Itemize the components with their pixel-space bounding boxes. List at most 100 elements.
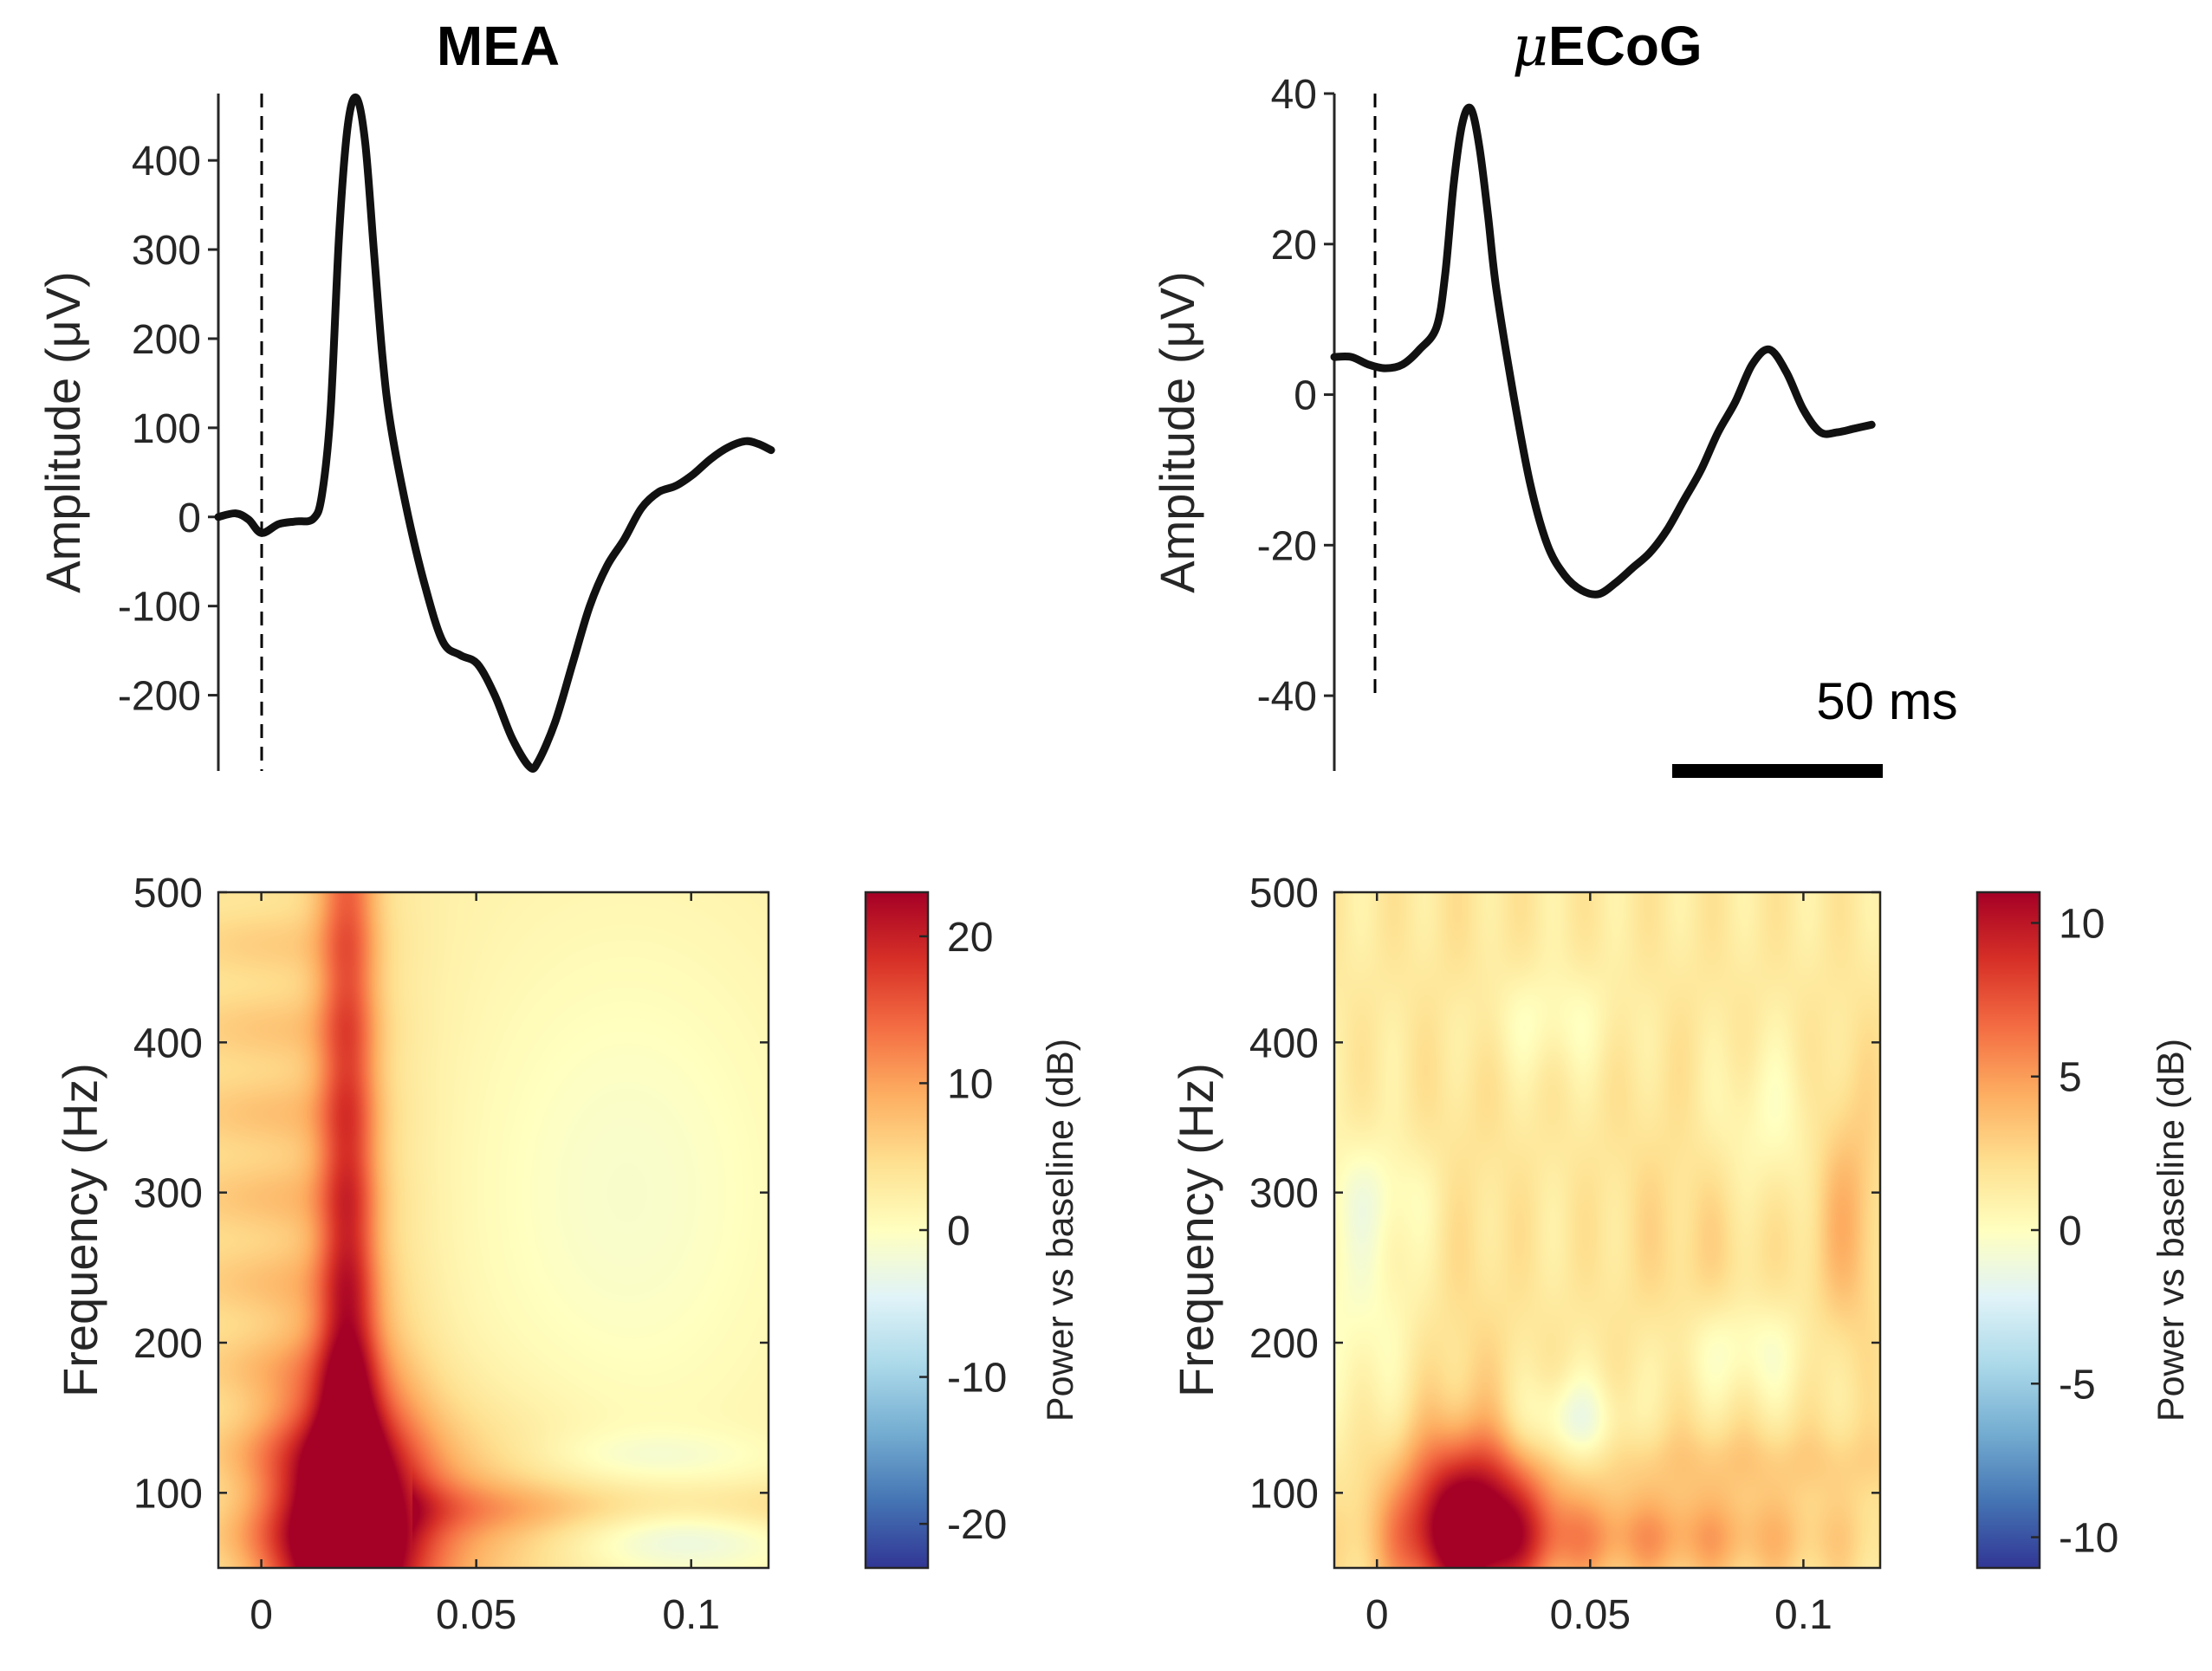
uecog-colorbar-ticks: 10 5 0 -5 -10: [2031, 901, 2118, 1562]
colorbar-tick-label: 0: [2059, 1208, 2082, 1254]
mea-y-label: Amplitude (μV): [36, 271, 90, 593]
trace-point: [311, 516, 316, 521]
trace-point: [1784, 369, 1789, 374]
trace-point: [1631, 565, 1636, 570]
trace-point: [1767, 347, 1772, 352]
trace-point: [1365, 362, 1371, 367]
trace-point: [1528, 483, 1533, 488]
colorbar-tick-label: -20: [947, 1502, 1007, 1548]
trace-point: [639, 505, 644, 510]
trace-point: [1698, 467, 1703, 472]
scale-bar: [1672, 764, 1883, 778]
trace-point: [1476, 144, 1482, 149]
trace-point: [622, 536, 627, 541]
trace-point: [1579, 587, 1584, 593]
trace-point: [1613, 580, 1618, 586]
mea-y-ticks: 400 300 200 100 0 -100 -200: [118, 139, 218, 720]
trace-point: [1852, 426, 1857, 431]
colorbar-tick-label: -10: [2059, 1516, 2118, 1562]
y-tick-label: 400: [133, 1020, 203, 1066]
trace-point: [1545, 542, 1550, 547]
y-tick-label: 300: [132, 228, 201, 274]
trace-point: [769, 448, 774, 453]
y-tick-label: 20: [1271, 223, 1317, 269]
mea-spectrogram-frame: [217, 891, 770, 1570]
y-tick-label: 400: [132, 139, 201, 185]
trace-point: [1443, 272, 1448, 277]
colorbar-tick-label: 10: [2059, 901, 2105, 947]
y-tick-label: 100: [133, 1471, 203, 1517]
x-tick-label: 0: [250, 1592, 273, 1638]
trace-point: [1417, 347, 1422, 352]
trace-point: [1511, 392, 1516, 398]
trace-point: [346, 122, 351, 127]
y-tick-label: 100: [132, 406, 201, 452]
trace-point: [1400, 362, 1405, 367]
mea-spectrogram-x-ticks: 0 0.05 0.1: [250, 892, 720, 1638]
trace-point: [294, 519, 299, 524]
trace-point: [1647, 550, 1652, 555]
trace-point: [1818, 430, 1823, 435]
trace-point: [423, 586, 428, 591]
uecog-spectrogram-heatmap: [1334, 892, 1880, 1568]
x-tick-label: 0: [1365, 1592, 1389, 1638]
uecog-spectrogram-y-ticks: 500 400 300 200 100: [1249, 871, 1880, 1517]
trace-point: [475, 662, 480, 667]
trace-point: [1596, 592, 1601, 597]
y-tick-label: 200: [133, 1321, 203, 1367]
trace-point: [320, 492, 325, 497]
trace-point: [743, 438, 748, 444]
y-tick-label: 500: [133, 871, 203, 916]
trace-point: [388, 425, 393, 431]
mea-colorbar: [864, 891, 930, 1570]
mea-colorbar-ticks: 20 10 0 -10 -20: [919, 915, 1007, 1548]
colorbar-tick-label: 10: [947, 1061, 993, 1107]
uecog-colorbar-label: Power vs baseline (dB): [2150, 1039, 2192, 1422]
x-tick-label: 0.1: [662, 1592, 720, 1638]
y-tick-label: -40: [1257, 674, 1317, 720]
trace-point: [1749, 362, 1755, 367]
trace-point: [509, 735, 515, 741]
trace-point: [354, 95, 359, 100]
colorbar-tick-label: 20: [947, 915, 993, 961]
trace-point: [1800, 407, 1806, 412]
trace-point: [1349, 354, 1354, 359]
uecog-title: μECoG: [1512, 15, 1702, 79]
trace-point: [1733, 399, 1738, 405]
trace-point: [1682, 497, 1687, 502]
trace-point: [440, 639, 445, 644]
colorbar-tick-label: -5: [2059, 1362, 2096, 1408]
trace-point: [1869, 422, 1874, 427]
x-tick-label: 0.1: [1774, 1592, 1833, 1638]
y-tick-label: 500: [1249, 871, 1319, 916]
trace-point: [656, 489, 661, 495]
mea-spectrogram-heatmap: [218, 892, 769, 1568]
uecog-trace-line: [1330, 103, 1876, 599]
trace-point: [1716, 430, 1721, 435]
scale-bar-label: 50 ms: [1816, 672, 1957, 730]
y-tick-label: -20: [1257, 523, 1317, 569]
y-tick-label: 300: [133, 1171, 203, 1217]
uecog-y-label: Amplitude (μV): [1150, 271, 1204, 593]
trace-point: [605, 563, 610, 568]
trace-point: [570, 662, 575, 667]
mea-colorbar-label: Power vs baseline (dB): [1040, 1039, 1081, 1422]
trace-point: [337, 229, 342, 234]
trace-point: [379, 354, 385, 359]
trace-point: [457, 652, 463, 657]
trace-point: [1562, 573, 1567, 578]
trace-point: [328, 407, 334, 412]
y-tick-label: 300: [1249, 1171, 1319, 1217]
x-tick-label: 0.05: [1550, 1592, 1631, 1638]
trace-point: [1383, 366, 1388, 371]
trace-point: [1451, 181, 1456, 186]
trace-point: [233, 511, 238, 516]
mea-spectrogram-y-ticks: 500 400 300 200 100: [133, 871, 769, 1517]
uecog-spectrogram-y-label: Frequency (Hz): [1169, 1063, 1223, 1397]
colorbar-tick-label: 0: [947, 1208, 970, 1254]
y-tick-label: 200: [132, 317, 201, 363]
trace-point: [405, 515, 411, 520]
y-tick-label: 400: [1249, 1020, 1319, 1066]
